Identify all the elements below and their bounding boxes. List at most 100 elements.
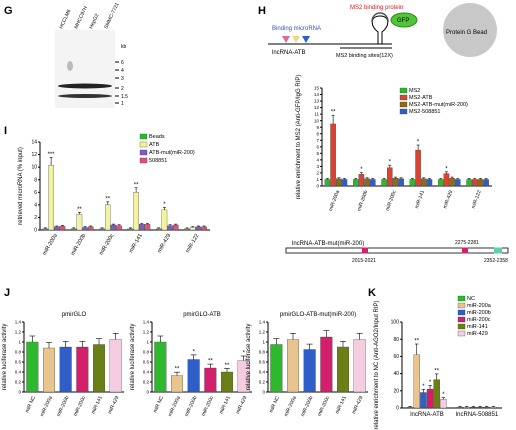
y-tick-label: 0 <box>396 406 399 412</box>
y-tick-label: 1 <box>146 340 149 345</box>
pos-label-1: 2275-2281 <box>455 240 479 246</box>
marker-label-0: 6 <box>121 60 124 66</box>
x-tick-label: miR-429 <box>235 395 249 415</box>
x-tick-label: miR-122 <box>185 233 201 254</box>
legend-label: MS2-508851 <box>409 109 441 115</box>
lane-label-3: SMMC-7721 <box>103 2 120 30</box>
y-tick-label: 9 <box>316 125 319 130</box>
bar <box>463 406 470 409</box>
bar <box>287 339 299 393</box>
y-tick-label: 0 <box>146 390 149 395</box>
legend-swatch <box>399 94 408 101</box>
y-tick-label: 1.4 <box>143 320 150 325</box>
bar <box>381 179 387 187</box>
bar <box>476 406 484 409</box>
bar <box>59 346 72 393</box>
bar <box>48 165 54 231</box>
y-tick-label: 15 <box>314 86 320 91</box>
bar <box>398 178 404 187</box>
bar <box>470 406 477 409</box>
y-tick-label: 1.4 <box>259 320 266 325</box>
legend-label: miR-200b <box>467 310 491 316</box>
x-tick-label: miR NC <box>268 395 281 414</box>
bar <box>303 349 316 393</box>
gfp-shape <box>390 12 418 28</box>
significance-mark: * <box>163 202 166 208</box>
bar <box>201 226 207 231</box>
y-tick-label: 0.4 <box>143 370 150 375</box>
bar <box>187 359 200 393</box>
x-tick-label: miR-200b <box>300 395 315 417</box>
x-tick-label: miR-200a <box>39 395 54 417</box>
x-tick-label: miR-429 <box>442 189 454 209</box>
bar <box>426 388 434 409</box>
marker-label-3: 2 <box>121 86 124 92</box>
bar <box>99 228 105 231</box>
x-tick-label: miR-141 <box>334 395 348 415</box>
y-axis-label: relative luciferase activity <box>130 324 136 391</box>
bar <box>364 178 370 187</box>
bar <box>133 192 139 231</box>
y-tick-label: 10 <box>314 118 320 123</box>
significance-mark: * <box>445 166 448 172</box>
y-tick-label: 14 <box>31 140 37 146</box>
y-axis-label: relative luciferase activity <box>2 324 8 391</box>
bar <box>421 178 427 187</box>
bar <box>109 339 122 393</box>
bar <box>76 346 89 393</box>
bar <box>139 224 145 231</box>
y-tick-label: 0.2 <box>15 380 22 385</box>
significance-mark: ** <box>208 359 213 365</box>
bar <box>337 346 349 393</box>
marker-label-2: 3 <box>121 76 124 82</box>
significance-mark: ** <box>77 207 82 213</box>
x-tick-label: miR-200b <box>70 233 87 257</box>
y-tick-label: 0 <box>316 184 319 189</box>
y-tick-label: 0.8 <box>143 350 150 355</box>
y-axis-label: relative enrichment to NC (Anti-AGO2/Inp… <box>374 300 380 429</box>
y-tick-label: 0.6 <box>15 360 22 365</box>
chart-j3: 0 0.2 0.4 0.6 0.8 1 1.2 1.4 relative luciferase … <box>246 312 368 418</box>
bar <box>420 392 427 409</box>
x-tick-label: miR NC <box>152 395 165 414</box>
significance-mark: * <box>389 160 392 166</box>
bar <box>93 344 105 393</box>
bar <box>456 406 464 409</box>
bar <box>88 226 94 231</box>
bar <box>324 179 331 187</box>
y-tick-label: 4 <box>316 157 319 162</box>
y-axis-label: relative enrichment to MS2 (Anti-GFP/IgG… <box>296 75 302 200</box>
bar <box>171 375 183 393</box>
x-tick-label: miR-200c <box>385 189 398 212</box>
y-tick-label: 0 <box>18 390 21 395</box>
legend-swatch <box>457 302 466 309</box>
x-tick-label: miR-429 <box>351 395 365 415</box>
x-tick-label: miR-200b <box>56 395 71 417</box>
y-tick-label: 0.8 <box>15 350 22 355</box>
panel-g-blot: HCCLM6 MHCC97H HepG2 SMMC-7721 kb 6 4 3 … <box>55 2 128 108</box>
bar <box>330 123 336 187</box>
x-tick-label: miR-200c <box>73 395 88 417</box>
x-tick-label: miR-429 <box>107 395 121 415</box>
bar <box>455 179 461 187</box>
x-tick-label: miR-200a <box>328 189 341 212</box>
bar <box>387 167 393 187</box>
ms2-coat <box>371 12 389 23</box>
mirna-site-2 <box>292 36 300 43</box>
bar <box>426 179 433 187</box>
y-tick-label: 13 <box>314 99 320 104</box>
x-tick-label: miR-429 <box>157 233 173 254</box>
bar <box>144 224 151 231</box>
y-tick-label: 0.8 <box>259 350 266 355</box>
legend-swatch <box>457 309 466 316</box>
lane-label-0: HCCLM6 <box>58 8 72 29</box>
bar <box>477 179 484 187</box>
bar <box>184 228 190 231</box>
bar <box>71 228 77 231</box>
y-tick-label: 0 <box>262 390 265 395</box>
y-tick-label: 60 <box>393 354 399 360</box>
legend-label: Beads <box>149 134 165 140</box>
significance-mark: * <box>192 349 195 355</box>
y-tick-label: 40 <box>393 371 399 377</box>
